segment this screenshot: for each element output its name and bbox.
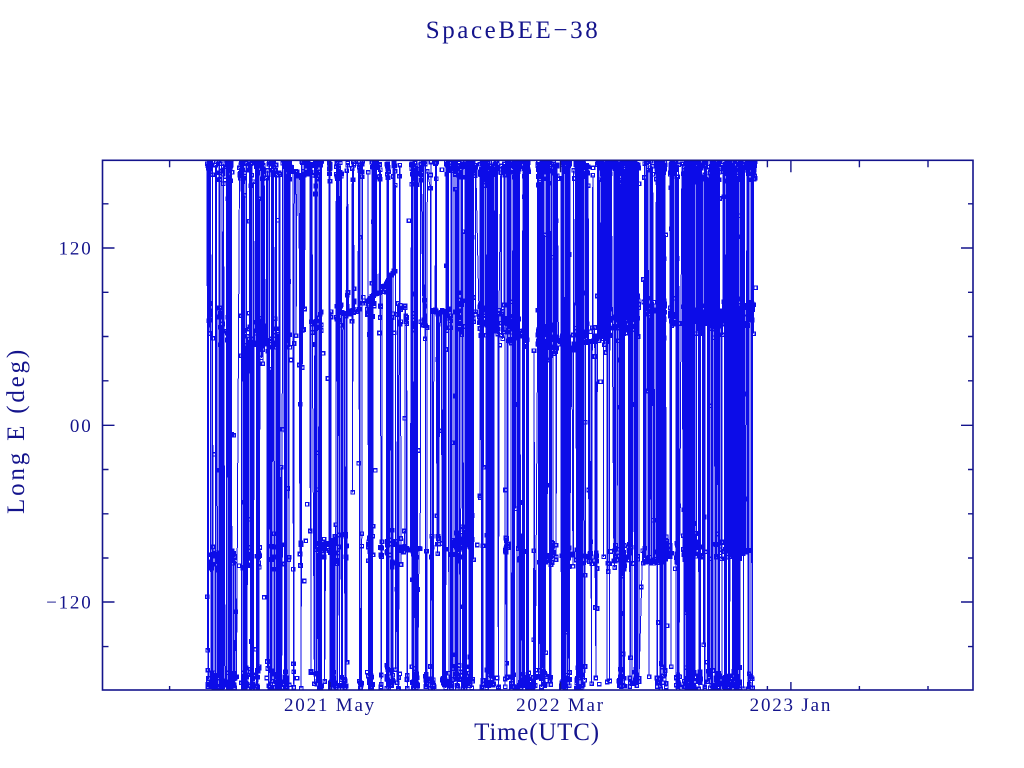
svg-text:Long E (deg): Long E (deg) [3, 347, 30, 514]
svg-text:2022 Mar: 2022 Mar [516, 695, 605, 716]
svg-text:00: 00 [70, 416, 93, 437]
svg-text:−120: −120 [46, 593, 92, 614]
svg-text:120: 120 [59, 239, 93, 260]
svg-text:Time(UTC): Time(UTC) [474, 719, 600, 746]
svg-text:SpaceBEE−38: SpaceBEE−38 [426, 17, 601, 44]
svg-text:2023 Jan: 2023 Jan [750, 695, 832, 716]
svg-text:2021 May: 2021 May [284, 695, 376, 716]
